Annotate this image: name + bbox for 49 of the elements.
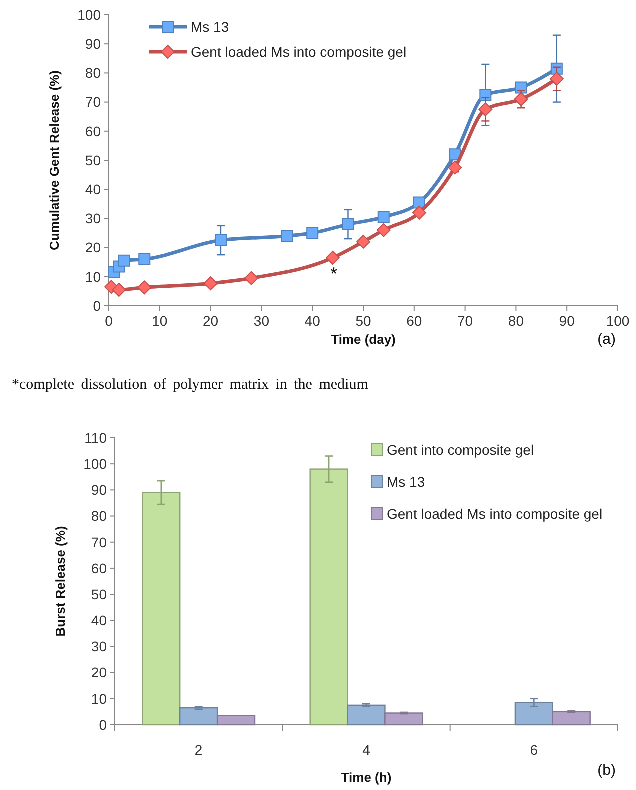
y-tick-label: 100	[84, 456, 108, 472]
y-tick-label: 100	[78, 6, 102, 23]
y-tick-label: 30	[85, 210, 102, 227]
y-tick-label: 60	[91, 560, 108, 576]
text: (a)	[598, 331, 616, 348]
legend-label: Gent into composite gel	[387, 442, 534, 458]
y-axis-title: Cumulative Gent Release (%)	[47, 70, 62, 250]
y-tick-label: 70	[85, 94, 102, 110]
legend-label: Ms 13	[387, 474, 426, 490]
y-axis-title: Burst Release (%)	[53, 526, 68, 637]
y-tick-label: 20	[85, 240, 102, 256]
x-tick-label: 80	[508, 313, 524, 329]
y-tick-label: 40	[85, 182, 102, 198]
text: *complete dissolution of polymer matrix in the medium	[12, 377, 369, 393]
y-tick-label: 60	[85, 123, 102, 140]
y-tick-label: 0	[93, 298, 102, 314]
legend-label: Ms 13	[191, 18, 230, 35]
y-tick-label: 90	[91, 482, 108, 498]
x-tick-label: 50	[356, 313, 372, 329]
y-tick-label: 50	[91, 586, 108, 602]
y-tick-label: 80	[91, 508, 108, 524]
annotation: *	[330, 264, 338, 284]
y-tick-label: 10	[85, 268, 102, 285]
y-tick-label: 20	[91, 664, 108, 681]
x-tick-label: 10	[152, 313, 168, 329]
legend-label: Gent loaded Ms into composite gel	[387, 506, 603, 522]
legend-label: Gent loaded Ms into composite gel	[191, 44, 407, 60]
x-axis-title: Time (h)	[341, 770, 392, 785]
y-tick-label: 40	[91, 612, 108, 629]
y-tick-label: 70	[91, 534, 108, 550]
y-tick-label: 80	[85, 65, 102, 82]
text: (b)	[598, 762, 616, 779]
x-tick-label: 4	[362, 742, 371, 758]
x-tick-label: 100	[606, 313, 630, 329]
x-tick-label: 2	[194, 742, 203, 758]
y-tick-label: 30	[91, 638, 108, 655]
x-tick-label: 20	[203, 313, 219, 329]
x-tick-label: 40	[304, 313, 321, 329]
y-tick-label: 110	[84, 430, 108, 446]
x-tick-label: 90	[559, 313, 576, 329]
x-tick-label: 70	[458, 313, 474, 329]
x-axis-title: Time (day)	[331, 332, 396, 347]
x-tick-label: 30	[254, 313, 270, 329]
x-tick-label: 6	[530, 742, 538, 758]
y-tick-label: 10	[91, 690, 108, 707]
y-tick-label: 90	[85, 36, 102, 52]
y-tick-label: 0	[99, 716, 108, 733]
x-tick-label: 60	[406, 313, 422, 329]
y-tick-label: 50	[85, 152, 102, 168]
